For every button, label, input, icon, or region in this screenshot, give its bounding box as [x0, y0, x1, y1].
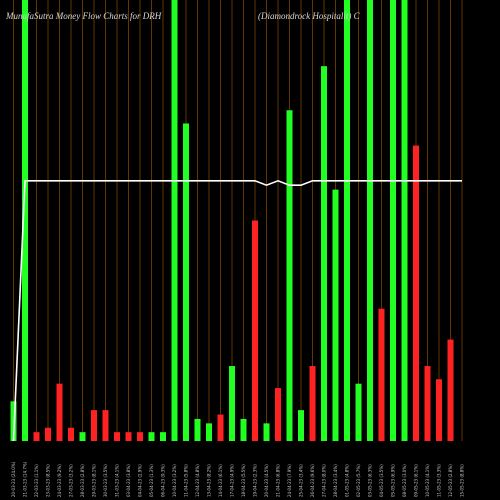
x-tick-label: 02-05-23 (5.7%)	[356, 464, 361, 497]
x-tick-label: 03-04-23 (3.8%)	[126, 464, 131, 497]
bar	[275, 388, 281, 441]
x-tick-label: 20-04-23 (4.5%)	[264, 464, 269, 497]
bar	[79, 432, 86, 441]
x-tick-label: 24-03-23 (9.2%)	[57, 464, 62, 497]
bar	[390, 0, 396, 441]
bar	[125, 432, 132, 441]
bar	[102, 410, 109, 441]
x-tick-label: 12-05-23 (2.8%)	[448, 464, 453, 497]
x-tick-label: 04-04-23 (2.9%)	[138, 464, 143, 497]
bar	[298, 410, 304, 441]
x-tick-label: 28-04-23 (3.4%)	[333, 464, 338, 497]
bar	[68, 427, 74, 441]
x-tick-label: 27-03-23 (3.2%)	[69, 464, 74, 497]
x-tick-label: 12-04-23 (4.8%)	[195, 464, 200, 497]
bar	[206, 423, 212, 441]
x-tick-label: 21-04-23 (6.8%)	[276, 464, 281, 497]
x-tick-label: 09-05-23 (6.1%)	[414, 464, 419, 497]
bar	[413, 145, 419, 441]
bar	[91, 410, 97, 441]
x-tick-label: 18-04-23 (5.5%)	[241, 464, 246, 497]
bar	[263, 423, 270, 441]
bar	[321, 66, 327, 442]
x-tick-label: 24-04-23 (7.9%)	[287, 464, 292, 497]
x-tick-label: 11-04-23 (5.8%)	[184, 464, 189, 497]
bar	[137, 432, 143, 441]
bar	[252, 220, 258, 441]
bar	[22, 0, 28, 441]
x-tick-label: 25-04-23 (3.4%)	[299, 464, 304, 497]
bar	[160, 432, 166, 441]
x-tick-label: 08-05-23 (3.0%)	[402, 464, 407, 497]
bar	[344, 0, 350, 441]
bar	[171, 0, 178, 441]
bar	[436, 379, 442, 441]
x-tick-label: 23-03-23 (8.5%)	[46, 464, 51, 497]
x-tick-label: 01-05-23 (4.8%)	[345, 464, 350, 497]
bar	[10, 401, 17, 441]
x-tick-label: 29-03-23 (8.1%)	[92, 464, 97, 497]
x-tick-label: 17-04-23 (4.9%)	[230, 464, 235, 497]
bar	[286, 110, 293, 441]
x-tick-label: 05-05-23 (6.9%)	[391, 464, 396, 497]
bar	[309, 366, 316, 441]
x-tick-label: 14-04-23 (6.1%)	[218, 464, 223, 497]
x-tick-label: 06-04-23 (9.3%)	[161, 464, 166, 497]
x-tick-label: 10-05-23 (4.1%)	[425, 464, 430, 497]
x-tick-label: 15-05-23 (8.8%)	[460, 464, 465, 497]
bar	[33, 432, 40, 441]
bar	[217, 414, 224, 441]
x-tick-label: 05-04-23 (1.3%)	[149, 464, 154, 497]
bar	[401, 0, 408, 441]
x-tick-label: 10-04-23 (3.2%)	[172, 464, 177, 497]
bar	[194, 418, 201, 441]
x-tick-label: 31-03-23 (4.1%)	[115, 464, 120, 497]
chart-title: MunafaSutra Money Flow Charts for DRH	[6, 11, 162, 21]
money-flow-line	[12, 179, 462, 442]
bar	[332, 189, 339, 441]
x-tick-label: 28-03-23 (2.8%)	[80, 464, 85, 497]
bar	[424, 366, 431, 441]
x-tick-label: 21-03-23 (14.7%)	[23, 461, 28, 497]
bar	[45, 427, 51, 441]
x-tick-label: 30-03-23 (3.5%)	[103, 464, 108, 497]
x-tick-label: 04-05-23 (3.5%)	[379, 464, 384, 497]
bar	[355, 383, 362, 441]
chart-subtitle: (Diamondrock Hospitalit) C	[258, 11, 360, 21]
bar	[367, 0, 373, 441]
bar	[148, 432, 155, 441]
x-tick-label: 20-03-23 (24.0%)	[11, 461, 16, 497]
x-tick-label: 03-05-23 (6.3%)	[368, 464, 373, 497]
bar	[114, 432, 120, 441]
x-tick-label: 13-04-23 (8.2%)	[207, 464, 212, 497]
x-tick-label: 11-05-23 (3.3%)	[437, 464, 442, 497]
x-tick-label: 27-04-23 (8.0%)	[322, 464, 327, 497]
x-tick-label: 19-04-23 (2.3%)	[253, 464, 258, 497]
x-tick-label: 22-03-23 (1.1%)	[34, 464, 39, 497]
bar	[229, 366, 235, 441]
bar	[447, 339, 454, 441]
x-tick-label: 26-04-23 (9.6%)	[310, 464, 315, 497]
bar	[240, 418, 247, 441]
bar	[183, 123, 189, 441]
bar	[378, 308, 385, 441]
bar	[56, 383, 63, 441]
